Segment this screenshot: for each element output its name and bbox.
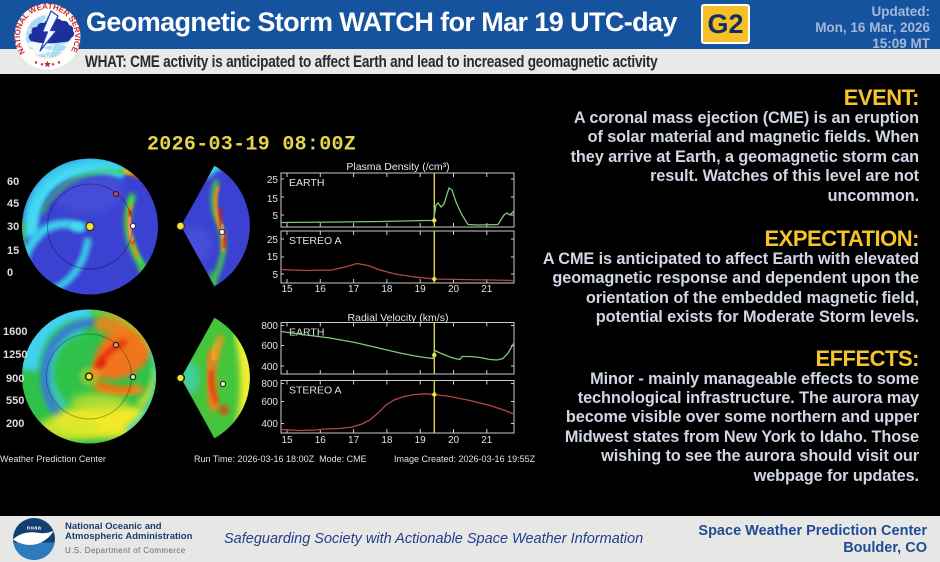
svg-text:600: 600 xyxy=(261,397,278,408)
svg-text:19: 19 xyxy=(415,435,427,446)
svg-text:15: 15 xyxy=(7,245,19,257)
svg-text:20: 20 xyxy=(448,284,460,295)
svg-text:900: 900 xyxy=(6,373,24,385)
svg-text:Plasma Density (/cm³): Plasma Density (/cm³) xyxy=(346,161,449,173)
svg-text:0: 0 xyxy=(7,267,13,279)
svg-text:5: 5 xyxy=(272,211,278,222)
svg-text:Space Weather Prediction Cente: Space Weather Prediction Center xyxy=(0,454,106,464)
svg-text:17: 17 xyxy=(348,435,360,446)
svg-text:800: 800 xyxy=(261,379,278,390)
svg-text:STEREO A: STEREO A xyxy=(289,235,342,247)
svg-text:Radial Velocity (km/s): Radial Velocity (km/s) xyxy=(348,312,449,324)
svg-text:800: 800 xyxy=(261,321,278,332)
svg-text:18: 18 xyxy=(381,435,393,446)
svg-text:Image Created: 2026-03-16 19:5: Image Created: 2026-03-16 19:55Z xyxy=(394,454,536,464)
svg-text:20: 20 xyxy=(448,435,460,446)
svg-text:21: 21 xyxy=(481,284,493,295)
svg-text:1250: 1250 xyxy=(3,349,27,361)
svg-text:15: 15 xyxy=(267,252,279,263)
svg-text:2026-03-19 08:00Z: 2026-03-19 08:00Z xyxy=(147,134,356,157)
svg-text:400: 400 xyxy=(261,419,278,430)
svg-text:1600: 1600 xyxy=(3,326,27,338)
svg-text:noaa: noaa xyxy=(27,526,42,532)
svg-text:30: 30 xyxy=(7,221,19,233)
svg-text:15: 15 xyxy=(281,284,293,295)
svg-text:600: 600 xyxy=(261,341,278,352)
svg-text:25: 25 xyxy=(267,235,279,246)
svg-text:15: 15 xyxy=(281,435,293,446)
svg-text:EARTH: EARTH xyxy=(289,177,324,189)
svg-text:25: 25 xyxy=(267,175,279,186)
svg-text:16: 16 xyxy=(315,435,327,446)
svg-text:200: 200 xyxy=(6,418,24,430)
svg-text:STEREO A: STEREO A xyxy=(289,385,342,397)
svg-text:5: 5 xyxy=(272,270,278,281)
svg-text:21: 21 xyxy=(481,435,493,446)
svg-text:19: 19 xyxy=(415,284,427,295)
svg-text:Run Time: 2026-03-16 18:00Z M: Run Time: 2026-03-16 18:00Z Mode: CME xyxy=(194,454,367,464)
svg-text:45: 45 xyxy=(7,198,19,210)
svg-text:EARTH: EARTH xyxy=(289,327,324,339)
svg-text:16: 16 xyxy=(315,284,327,295)
svg-text:17: 17 xyxy=(348,284,360,295)
svg-text:15: 15 xyxy=(267,194,279,205)
svg-text:60: 60 xyxy=(7,176,19,188)
svg-text:18: 18 xyxy=(381,284,393,295)
svg-text:550: 550 xyxy=(6,395,24,407)
svg-text:400: 400 xyxy=(261,362,278,373)
